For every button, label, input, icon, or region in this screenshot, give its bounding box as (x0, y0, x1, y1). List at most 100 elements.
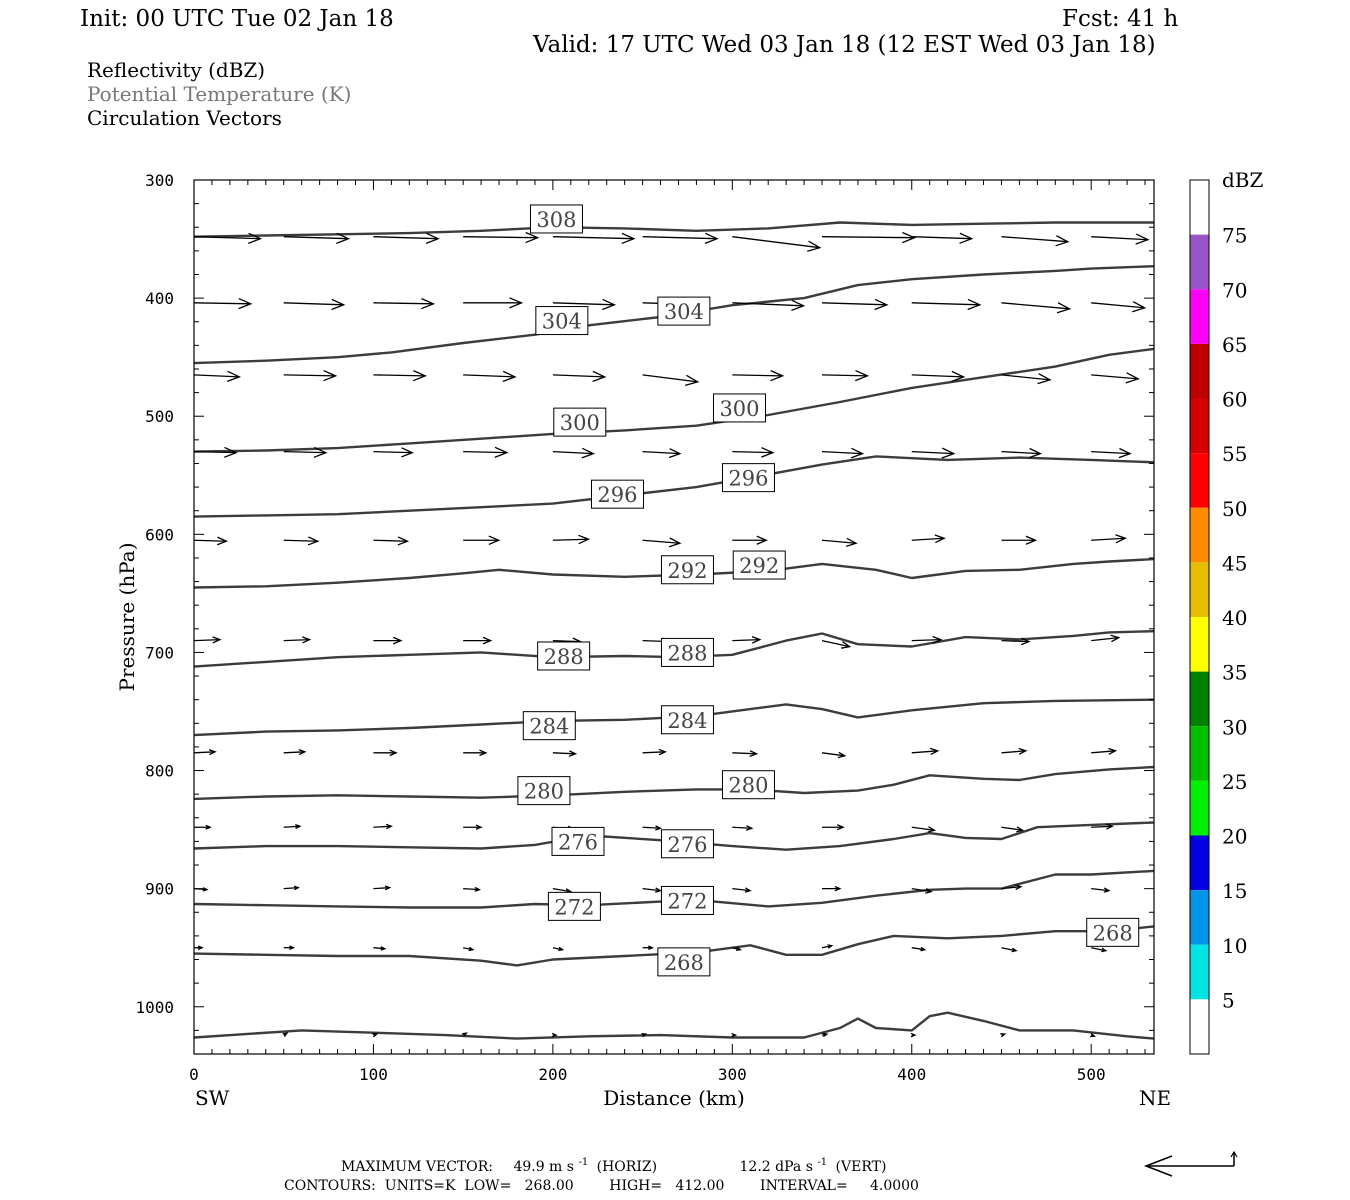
vector-arrow (822, 231, 917, 244)
colorbar-swatch (1190, 726, 1209, 781)
colorbar-label: 30 (1222, 715, 1247, 739)
vector-arrow (732, 370, 785, 382)
vector-shaft (732, 888, 751, 892)
colorbar-label: 60 (1222, 388, 1247, 412)
vector-shaft (463, 887, 480, 891)
theta-contour-labels: 308 304 304 300 300 296 296 292 292 288 288 284 284 2… (517, 204, 1140, 977)
vector-arrow (1001, 826, 1025, 833)
vector-shaft (1001, 639, 1030, 643)
theta-label-text: 304 (542, 310, 582, 334)
vector-arrow (193, 370, 242, 382)
theta-label-box (522, 711, 576, 741)
vector-head (1037, 373, 1052, 385)
vector-shaft (1091, 888, 1110, 892)
vector-arrow (911, 635, 943, 644)
vector-shaft (911, 750, 938, 754)
vector-arrow (822, 447, 865, 459)
x-tick-label: 500 (1077, 1065, 1106, 1084)
x-end-label-ne: NE (1139, 1086, 1171, 1110)
x-end-label-sw: SW (195, 1086, 230, 1110)
max-vector-vert-exp: -1 (817, 1157, 827, 1168)
vector-shaft (822, 450, 863, 455)
vector-head (568, 750, 578, 757)
vector-shaft (552, 639, 581, 643)
vector-head (874, 298, 889, 311)
theta-label-box (537, 641, 591, 671)
vector-head (756, 535, 769, 545)
theta-label-box (732, 550, 786, 580)
vector-shaft (911, 888, 932, 893)
vector-shaft (283, 236, 349, 240)
y-tick-label: 900 (145, 880, 174, 899)
vector-head (578, 534, 591, 545)
vector-arrow (373, 823, 393, 830)
vector-head (397, 536, 410, 546)
vector-arrow (1000, 1033, 1007, 1038)
vector-head (1090, 1032, 1097, 1038)
vector-shaft (911, 638, 941, 642)
vector-arrow (283, 536, 320, 546)
vector-head (1000, 1033, 1007, 1038)
vector-head (855, 369, 870, 382)
vector-arrow (463, 824, 483, 830)
theta-label-text: 292 (739, 554, 779, 578)
theta-label-304: 304 (657, 296, 711, 326)
vector-shaft (193, 450, 237, 454)
vector-head (1118, 447, 1132, 459)
dbz-colorbar: 5 10 15 20 25 30 35 40 45 50 55 60 65 70 75 (1189, 179, 1247, 1055)
vector-shaft (1091, 947, 1106, 952)
vector-head (380, 946, 387, 951)
vector-shaft (193, 374, 240, 378)
theta-label-box (660, 885, 714, 915)
init-time: Init: 00 UTC Tue 02 Jan 18 (80, 6, 394, 32)
colorbar-label: 75 (1222, 224, 1247, 248)
vector-head (494, 446, 509, 459)
vector-head (216, 536, 229, 546)
vector-head (927, 826, 937, 833)
vector-arrow (373, 297, 436, 310)
vector-head (959, 232, 974, 244)
vector-arrow (821, 1032, 829, 1038)
vector-arrow (283, 298, 346, 311)
vector-shaft (642, 751, 666, 754)
vector-head (1103, 887, 1111, 893)
theta-label-272: 272 (660, 885, 714, 915)
vector-head (850, 447, 865, 459)
vector-arrow (1091, 534, 1127, 544)
vector-head (941, 447, 956, 459)
plot-frame (193, 179, 1155, 1055)
theta-label-text: 276 (667, 833, 707, 857)
vector-head (744, 887, 752, 893)
vector-shaft (552, 450, 594, 455)
vector-arrow (911, 747, 940, 756)
vector-head (323, 370, 338, 382)
vector-arrow (732, 535, 769, 545)
vector-shaft (373, 450, 413, 454)
vector-head (421, 297, 436, 310)
vector-arrow (282, 1032, 289, 1038)
vector-head (226, 370, 242, 382)
vector-head (791, 299, 806, 311)
vector-arrow (283, 823, 302, 830)
vector-head (910, 1032, 917, 1038)
vector-shaft (463, 236, 538, 239)
vector-head (384, 885, 392, 891)
theta-label-280: 280 (517, 776, 571, 806)
vector-shaft (1001, 302, 1070, 310)
colorbar-label: 50 (1222, 497, 1247, 521)
vector-shaft (1091, 825, 1113, 828)
vector-shaft (911, 450, 954, 455)
theta-label-304: 304 (535, 306, 589, 336)
vector-arrow (732, 236, 822, 252)
theta-contour-280 (193, 765, 1155, 801)
vector-shaft (1091, 374, 1139, 380)
vector-head (929, 747, 940, 756)
theta-label-text: 292 (667, 559, 707, 583)
vector-arrow (283, 446, 328, 458)
theta-contour-292 (193, 557, 1155, 589)
theta-label-text: 288 (667, 641, 707, 665)
vector-head (1025, 535, 1038, 545)
theta-label-296: 296 (721, 463, 775, 493)
vector-head (248, 232, 263, 244)
vector-shaft (283, 302, 344, 306)
